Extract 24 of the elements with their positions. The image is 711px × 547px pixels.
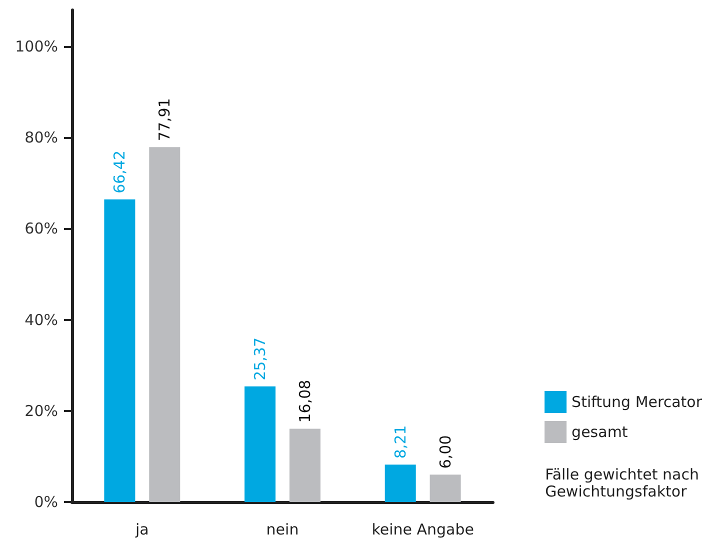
data-label: 16,08 [296,380,314,423]
text: Fälle gewichtet nach Gewichtungsfaktor [545,466,700,500]
data-label: 8,21 [391,425,410,459]
data-label: 66,42 [110,150,129,194]
y-tick-label: 80% [24,128,58,147]
y-tick-label: 100% [15,37,58,56]
data-label: 6,00 [436,435,454,469]
legend-label: gesamt [572,423,628,441]
bar [384,464,416,502]
x-tick-label: ja [134,520,149,538]
y-tick-label: 40% [24,310,58,329]
bar [104,199,136,502]
y-tick-label: 60% [24,220,58,238]
data-label: 77,91 [156,98,174,142]
x-tick-label: keine Angabe [372,520,474,538]
bar [289,428,320,502]
bar [149,147,180,502]
y-tick-label: 0% [34,493,58,511]
x-tick-label: nein [266,520,299,538]
data-label: 25,37 [251,337,270,380]
bar [244,386,276,502]
y-tick-label: 20% [24,402,58,420]
legend-label: Stiftung Mercator [572,393,703,411]
bar [430,474,461,502]
